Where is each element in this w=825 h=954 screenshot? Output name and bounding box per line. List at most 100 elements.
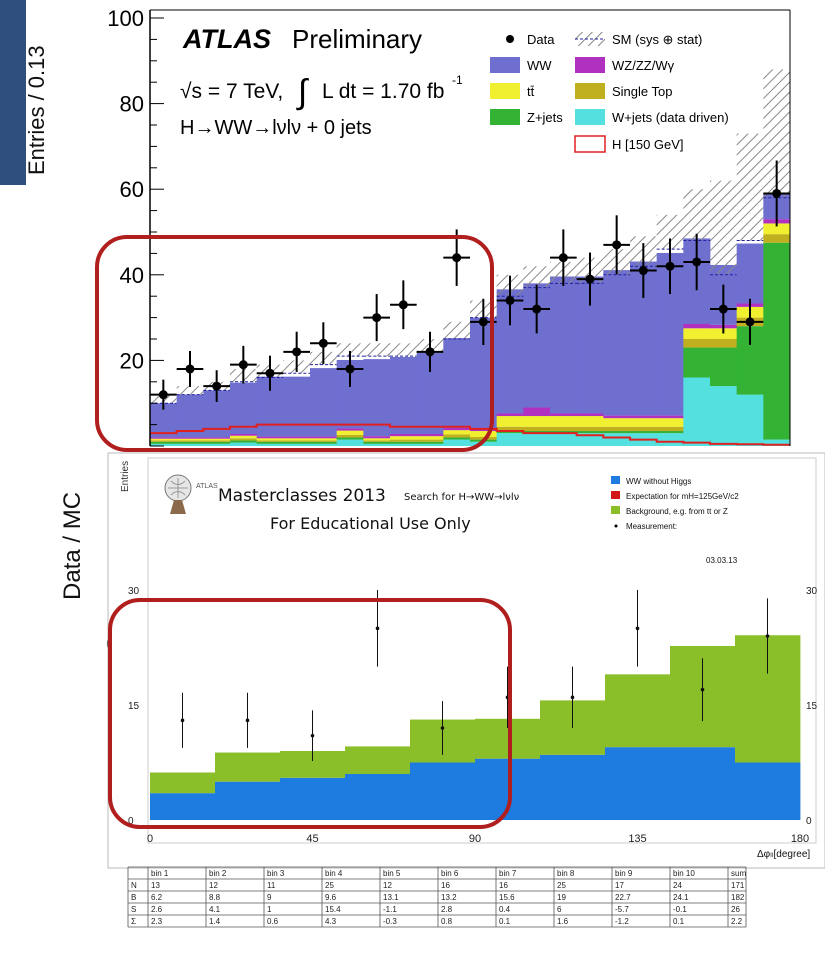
table-cell: 6 [557,905,562,914]
mc-data-point [765,634,770,638]
mc-bar-segment [150,793,216,820]
atlas-bar-segment [603,415,631,419]
mc-legend-label: Background, e.g. from tt or Z [626,507,728,516]
table-cell: 0.8 [441,917,453,926]
atlas-bar-segment [550,433,578,446]
table-cell: 16 [441,881,450,890]
atlas-sm-band [390,343,417,357]
atlas-lumi: L dt = 1.70 fb [322,80,444,103]
table-cell: 0.4 [499,905,511,914]
atlas-bar-segment [576,433,604,446]
atlas-ytick-label: 20 [120,348,144,373]
atlas-bar-segment [603,426,631,432]
table-header-cell: bin 6 [441,869,459,878]
atlas-bar-segment [683,328,711,339]
mc-xtick-label: 0 [147,833,153,845]
table-header-cell: bin 7 [499,869,517,878]
atlas-sm-band [736,133,764,241]
table-header-cell: bin 10 [673,869,695,878]
atlas-data-point [345,364,355,374]
atlas-bar-segment [230,382,258,435]
atlas-bar-segment [683,339,711,348]
mc-bar-segment [605,674,671,748]
atlas-bar-segment [656,418,684,427]
atlas-bar-segment [496,413,524,417]
atlas-legend-label: tt̄ [527,84,535,99]
mc-ytick-label-right: 0 [806,816,812,827]
atlas-title-atlas: ATLAS [182,24,271,54]
atlas-bar-segment [630,415,658,419]
atlas-legend-swatch [575,57,605,73]
atlas-ytick-label: 80 [120,92,144,117]
table-cell: 6.2 [151,893,163,902]
atlas-bar-segment [150,441,178,444]
table-cell: 171 [731,881,745,890]
mc-data-point [700,687,705,692]
atlas-legend-swatch [490,57,520,73]
atlas-bar-segment [230,442,258,446]
atlas-bar-segment [256,443,284,446]
atlas-bar-segment [363,443,391,446]
table-cell: -0.1 [673,905,687,914]
atlas-data-point [638,266,648,276]
atlas-bar-segment [176,438,204,441]
atlas-bar-segment [283,376,311,437]
atlas-bar-segment [203,440,231,442]
atlas-bar-segment [576,426,604,432]
atlas-bar-segment [523,426,551,432]
atlas-bar-segment [416,434,444,437]
atlas-bar-segment [230,435,258,439]
mc-bar-segment [280,777,346,820]
atlas-bar-segment [763,234,791,243]
mc-legend-swatch [611,491,620,499]
mc-xtick-label: 180 [791,833,809,845]
table-cell: 2.3 [151,917,163,926]
atlas-data-point [692,257,702,267]
atlas-data-point [772,188,782,198]
atlas-data-point [478,317,488,327]
atlas-bar-segment [603,418,631,427]
table-cell: 0.1 [673,917,685,926]
atlas-bar-segment [763,223,791,235]
atlas-energy: √s = 7 TeV, [180,80,283,103]
atlas-data-point [718,304,728,314]
atlas-bar-segment [390,356,418,435]
atlas-ytick-label: 40 [120,263,144,288]
atlas-channel: H→WW→lνlν + 0 jets [180,117,372,139]
mc-legend-label: WW without Higgs [626,477,691,486]
mc-edu-notice: For Educational Use Only [270,514,471,533]
atlas-bar-segment [363,359,391,437]
mc-bar-segment [215,781,281,820]
atlas-bar-segment [496,416,524,427]
table-cell: -1.1 [383,905,397,914]
atlas-data-point [158,390,168,400]
atlas-data-point [532,304,542,314]
table-cell: 2.6 [151,905,163,914]
table-header-cell: bin 2 [209,869,227,878]
atlas-bar-segment [203,441,231,444]
atlas-bar-segment [390,439,418,442]
atlas-bar-segment [470,428,498,432]
mc-subtitle: Search for H→WW→lνlν [404,492,520,503]
atlas-bar-segment [470,431,498,438]
atlas-bar-segment [523,433,551,446]
mc-data-point [180,718,185,723]
table-cell: 1.6 [557,917,569,926]
table-cell: 12 [209,881,218,890]
atlas-bar-segment [443,434,471,438]
atlas-bar-segment [176,440,204,442]
table-cell: 16 [499,881,508,890]
mc-bar-segment [345,746,411,774]
atlas-legend-label: Z+jets [527,110,563,125]
atlas-data-point [452,253,462,263]
atlas-bar-segment [310,438,338,441]
atlas-bar-segment [496,431,524,434]
atlas-sm-band [683,189,710,241]
mc-data-point [245,718,250,723]
table-cell: 25 [557,881,566,890]
ratio-ylabel: Data / MC [59,492,86,600]
atlas-sm-band [176,386,204,395]
mc-xtick-label: 90 [469,833,481,845]
atlas-bar-segment [576,431,604,434]
